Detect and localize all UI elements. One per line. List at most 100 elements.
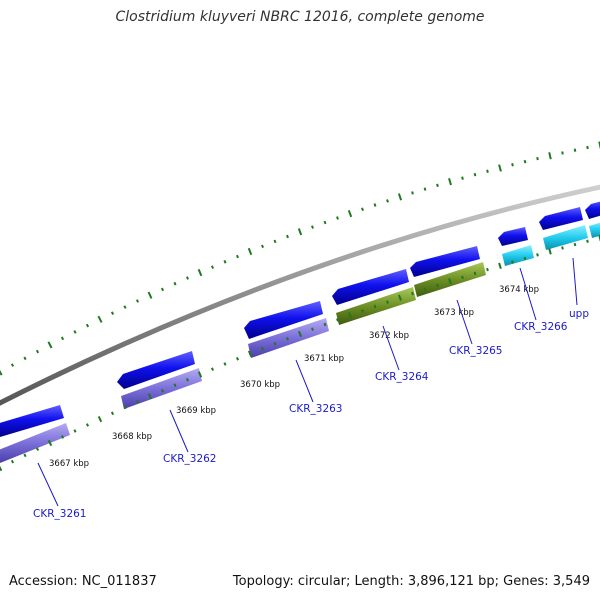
tick-label: 3674 kbp — [499, 285, 539, 295]
tick-mark — [411, 191, 414, 195]
leader-ckr-3266 — [519, 267, 537, 321]
tick-mark — [35, 349, 40, 354]
tick-mark — [147, 393, 153, 400]
gene-arrow[interactable] — [332, 269, 409, 305]
gene-ckr-3261[interactable] — [0, 405, 70, 463]
tick-mark — [561, 151, 564, 155]
tick-mark — [135, 299, 140, 303]
tick-mark — [23, 356, 27, 361]
tick-mark — [160, 388, 165, 393]
tick-label: 3673 kbp — [434, 308, 474, 318]
tick-mark — [147, 291, 153, 299]
tick-mark — [273, 239, 277, 244]
tick-mark — [97, 415, 103, 423]
cds-bar[interactable] — [502, 245, 534, 266]
tick-mark — [498, 164, 502, 172]
tick-mark — [573, 148, 577, 152]
tick-mark — [260, 346, 265, 351]
tick-mark — [386, 300, 389, 304]
tick-mark — [486, 267, 489, 272]
tick-mark — [473, 172, 477, 177]
tick-mark — [536, 253, 539, 257]
gene-leader-lines — [37, 257, 578, 507]
cds-bar[interactable] — [336, 287, 416, 325]
tick-mark — [486, 169, 489, 173]
tick-mark — [260, 244, 265, 249]
tick-mark — [523, 256, 527, 261]
tick-mark — [73, 330, 77, 334]
gene-arrow[interactable] — [0, 405, 64, 437]
tick-mark — [85, 423, 90, 427]
tick-mark — [185, 378, 190, 382]
tick-mark — [47, 341, 53, 349]
tick-mark — [10, 363, 15, 367]
gene-arrow[interactable] — [244, 301, 323, 339]
gene-partial-right[interactable] — [585, 200, 600, 238]
tick-mark — [361, 309, 364, 313]
tick-mark — [336, 216, 339, 220]
cds-bar[interactable] — [121, 368, 202, 409]
tick-mark — [123, 405, 127, 410]
cds-bar[interactable] — [248, 318, 329, 358]
genome-backbone — [0, 184, 600, 406]
gene-ckr-3265[interactable] — [410, 246, 486, 297]
gene-arrow[interactable] — [410, 246, 480, 277]
tick-mark — [423, 187, 427, 191]
tick-mark — [286, 337, 289, 341]
tick-mark — [110, 311, 115, 315]
tick-mark — [0, 369, 3, 376]
tick-mark — [0, 465, 3, 472]
gene-ckr-3262[interactable] — [117, 351, 202, 409]
outer-tick-track — [0, 141, 600, 376]
gene-label-ckr-3266[interactable]: CKR_3266 — [514, 321, 568, 333]
tick-mark — [173, 281, 177, 286]
gene-track — [0, 200, 600, 463]
leader-ckr-3261 — [37, 462, 59, 507]
tick-mark — [35, 447, 40, 451]
gene-ckr-3266[interactable] — [498, 227, 534, 266]
tick-mark — [97, 315, 103, 323]
gene-label-ckr-3261[interactable]: CKR_3261 — [33, 508, 86, 520]
tick-label: 3670 kbp — [240, 380, 280, 390]
gene-ckr-3264[interactable] — [332, 269, 416, 325]
gene-label-ckr-3265[interactable]: CKR_3265 — [449, 345, 502, 357]
cds-bar[interactable] — [589, 221, 600, 238]
tick-mark — [247, 247, 253, 256]
gene-label-ckr-3264[interactable]: CKR_3264 — [375, 371, 429, 383]
gene-ckr-3263[interactable] — [244, 301, 329, 358]
tick-mark — [436, 183, 439, 188]
tick-mark — [223, 260, 227, 264]
tick-mark — [336, 318, 339, 322]
gene-arrow[interactable] — [498, 227, 528, 246]
tick-mark — [461, 176, 464, 180]
gene-arrow[interactable] — [539, 207, 583, 230]
leader-upp — [572, 257, 578, 306]
cds-bar[interactable] — [0, 423, 70, 463]
gene-upp[interactable] — [539, 207, 588, 250]
tick-mark — [235, 357, 240, 361]
tick-mark — [185, 276, 190, 280]
tick-mark — [548, 152, 552, 160]
tick-mark — [448, 278, 452, 285]
tick-mark — [323, 322, 327, 327]
tick-mark — [297, 330, 303, 338]
gene-label-upp[interactable]: upp — [569, 308, 589, 320]
tick-mark — [85, 323, 90, 328]
tick-mark — [323, 220, 327, 225]
leader-ckr-3265 — [456, 299, 473, 345]
tick-mark — [311, 225, 314, 229]
leader-ckr-3262 — [169, 409, 189, 453]
cds-bar[interactable] — [543, 225, 588, 250]
gene-arrow[interactable] — [117, 351, 195, 389]
tick-mark — [123, 305, 127, 309]
gene-arrow[interactable] — [585, 200, 600, 219]
leader-ckr-3263 — [295, 359, 314, 403]
tick-mark — [197, 371, 203, 378]
tick-mark — [23, 453, 27, 458]
accession-text: Accession: NC_011837 — [9, 574, 157, 589]
tick-mark — [60, 336, 65, 341]
gene-label-ckr-3262[interactable]: CKR_3262 — [163, 453, 216, 465]
gene-label-ckr-3263[interactable]: CKR_3263 — [289, 403, 342, 415]
tick-mark — [536, 156, 539, 161]
